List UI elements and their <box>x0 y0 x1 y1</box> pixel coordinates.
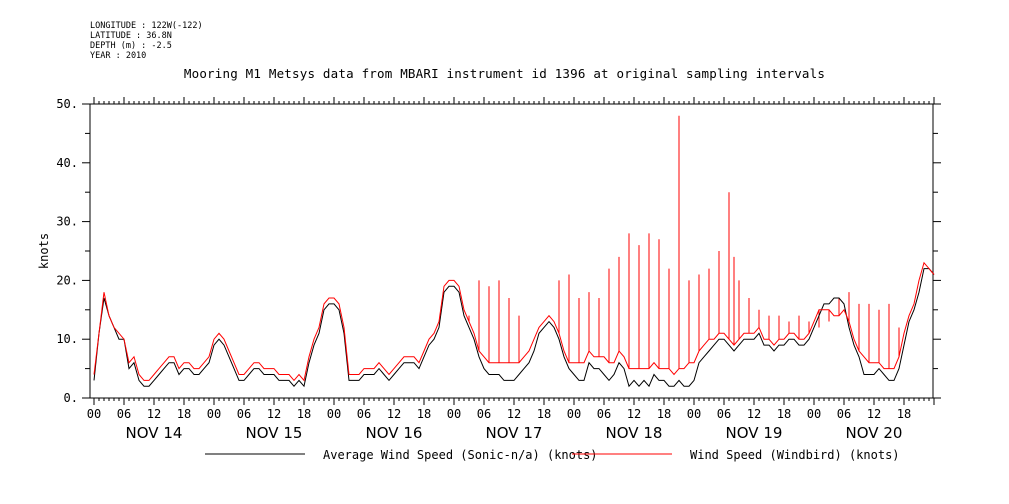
x-tick-label: 06 <box>477 407 491 421</box>
x-tick-label: 12 <box>507 407 521 421</box>
y-tick-label: 20. <box>56 273 78 287</box>
x-day-label: NOV 14 <box>126 424 183 442</box>
x-tick-label: 18 <box>297 407 311 421</box>
x-tick-label: 06 <box>717 407 731 421</box>
x-tick-label: 18 <box>657 407 671 421</box>
series-line-windbird-speed <box>93 261 935 382</box>
x-day-label: NOV 15 <box>246 424 303 442</box>
x-tick-label: 12 <box>267 407 281 421</box>
x-tick-label: 12 <box>867 407 881 421</box>
x-tick-label: 00 <box>207 407 221 421</box>
x-tick-label: 00 <box>447 407 461 421</box>
x-tick-label: 00 <box>807 407 821 421</box>
y-axis-label: knots <box>37 233 51 269</box>
x-tick-label: 18 <box>417 407 431 421</box>
x-tick-label: 12 <box>747 407 761 421</box>
x-day-label: NOV 17 <box>486 424 543 442</box>
x-tick-label: 06 <box>597 407 611 421</box>
x-tick-label: 06 <box>357 407 371 421</box>
x-tick-label: 18 <box>777 407 791 421</box>
x-tick-label: 06 <box>837 407 851 421</box>
y-tick-label: 30. <box>56 215 78 229</box>
latitude-text: LATITUDE : 36.8N <box>90 31 172 41</box>
y-tick-label: 0. <box>64 391 78 405</box>
x-tick-label: 12 <box>627 407 641 421</box>
x-tick-label: 00 <box>87 407 101 421</box>
x-tick-label: 12 <box>147 407 161 421</box>
metadata-block: LONGITUDE : 122W(-122) LATITUDE : 36.8N … <box>90 21 203 61</box>
chart-title: Mooring M1 Metsys data from MBARI instru… <box>183 66 826 81</box>
x-tick-label: 12 <box>387 407 401 421</box>
year-text: YEAR : 2010 <box>90 51 147 61</box>
y-tick-label: 10. <box>56 332 78 346</box>
x-tick-label: 06 <box>237 407 251 421</box>
x-day-label: NOV 20 <box>846 424 903 442</box>
y-tick-label: 40. <box>56 156 78 170</box>
legend-label-windbird: Wind Speed (Windbird) (knots) <box>690 448 900 462</box>
x-tick-label: 00 <box>327 407 341 421</box>
x-day-label: NOV 16 <box>366 424 423 442</box>
x-tick-label: 00 <box>687 407 701 421</box>
x-tick-label: 18 <box>177 407 191 421</box>
series-line-average-wind-speed <box>93 268 935 388</box>
x-tick-label: 06 <box>117 407 131 421</box>
depth-text: DEPTH (m) : -2.5 <box>90 41 172 51</box>
x-day-label: NOV 18 <box>606 424 663 442</box>
legend-label-average: Average Wind Speed (Sonic-n/a) (knots) <box>323 448 598 462</box>
x-tick-label: 18 <box>537 407 551 421</box>
longitude-text: LONGITUDE : 122W(-122) <box>90 21 203 31</box>
x-day-label: NOV 19 <box>726 424 783 442</box>
x-tick-label: 18 <box>897 407 911 421</box>
plot-frame <box>89 103 934 399</box>
y-tick-label: 50. <box>56 97 78 111</box>
x-tick-label: 00 <box>567 407 581 421</box>
